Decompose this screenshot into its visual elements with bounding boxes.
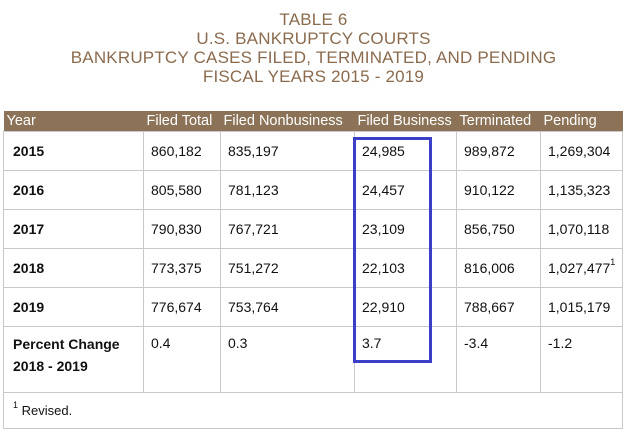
pending-cell: 1,070,118 (540, 209, 623, 249)
title-line-1: TABLE 6 (279, 10, 348, 29)
year-cell: 2018 (3, 248, 144, 288)
pending-value: 1,269,304 (548, 143, 611, 159)
filed-nonbusiness-cell: 753,764 (220, 287, 355, 327)
filed-total-cell: 0.4 (143, 326, 221, 393)
pending-cell: 1,015,179 (540, 287, 623, 327)
percent-change-row: Percent Change 2018 - 2019 0.4 0.3 3.7 -… (3, 326, 623, 393)
filed-business-cell: 24,457 (354, 170, 457, 210)
filed-nonbusiness-cell: 751,272 (220, 248, 355, 288)
filed-business-cell: 23,109 (354, 209, 457, 249)
filed-total-cell: 860,182 (143, 131, 221, 171)
filed-business-cell: 24,985 (354, 131, 457, 171)
percent-change-label: Percent Change 2018 - 2019 (3, 326, 144, 393)
column-header-pending: Pending (540, 111, 623, 132)
pending-value: 1,027,477 (548, 260, 611, 276)
filed-business-cell: 22,103 (354, 248, 457, 288)
footnote-row: 1 Revised. (3, 392, 623, 429)
table-row: 2016 805,580 781,123 24,457 910,122 1,13… (3, 170, 623, 210)
percent-change-label-line2: 2018 - 2019 (13, 358, 88, 374)
filed-nonbusiness-cell: 781,123 (220, 170, 355, 210)
filed-total-cell: 773,375 (143, 248, 221, 288)
column-header-filed-nonbusiness: Filed Nonbusiness (220, 111, 355, 132)
terminated-cell: 989,872 (456, 131, 541, 171)
percent-change-label-line1: Percent Change (13, 336, 120, 352)
terminated-cell: 910,122 (456, 170, 541, 210)
year-cell: 2019 (3, 287, 144, 327)
table-row: 2017 790,830 767,721 23,109 856,750 1,07… (3, 209, 623, 249)
year-cell: 2017 (3, 209, 144, 249)
footnote-text: Revised. (18, 403, 73, 418)
header-row: Year Filed Total Filed Nonbusiness Filed… (3, 111, 623, 132)
column-header-filed-total: Filed Total (143, 111, 221, 132)
footnote: 1 Revised. (3, 392, 623, 429)
filed-nonbusiness-cell: 0.3 (220, 326, 355, 393)
year-cell: 2015 (3, 131, 144, 171)
pending-cell: -1.2 (540, 326, 623, 393)
title-line-3: BANKRUPTCY CASES FILED, TERMINATED, AND … (70, 48, 557, 67)
terminated-cell: 788,667 (456, 287, 541, 327)
filed-business-cell: 22,910 (354, 287, 457, 327)
table-row: 2019 776,674 753,764 22,910 788,667 1,01… (3, 287, 623, 327)
pending-value: 1,070,118 (548, 221, 610, 237)
pending-cell: 1,027,4771 (540, 248, 623, 288)
filed-total-cell: 805,580 (143, 170, 221, 210)
year-cell: 2016 (3, 170, 144, 210)
pending-cell: 1,135,323 (540, 170, 623, 210)
table-row: 2018 773,375 751,272 22,103 816,006 1,02… (3, 248, 623, 288)
filed-nonbusiness-cell: 835,197 (220, 131, 355, 171)
revised-footnote-marker: 1 (610, 257, 616, 268)
title-line-2: U.S. BANKRUPTCY COURTS (196, 29, 431, 48)
column-header-year: Year (3, 111, 144, 132)
terminated-cell: 816,006 (456, 248, 541, 288)
pending-value: 1,135,323 (548, 182, 611, 198)
filed-nonbusiness-cell: 767,721 (220, 209, 355, 249)
table-row: 2015 860,182 835,197 24,985 989,872 1,26… (3, 131, 623, 171)
terminated-cell: 856,750 (456, 209, 541, 249)
pending-value: 1,015,179 (548, 299, 611, 315)
filed-total-cell: 776,674 (143, 287, 221, 327)
terminated-cell: -3.4 (456, 326, 541, 393)
table-title: TABLE 6 U.S. BANKRUPTCY COURTS BANKRUPTC… (0, 10, 627, 86)
filed-total-cell: 790,830 (143, 209, 221, 249)
filed-business-cell: 3.7 (354, 326, 457, 393)
column-header-filed-business: Filed Business (354, 111, 457, 132)
footnote-marker: 1 (13, 399, 19, 410)
pending-cell: 1,269,304 (540, 131, 623, 171)
column-header-terminated: Terminated (456, 111, 541, 132)
title-line-4: FISCAL YEARS 2015 - 2019 (202, 67, 425, 86)
bankruptcy-table: Year Filed Total Filed Nonbusiness Filed… (3, 111, 623, 429)
